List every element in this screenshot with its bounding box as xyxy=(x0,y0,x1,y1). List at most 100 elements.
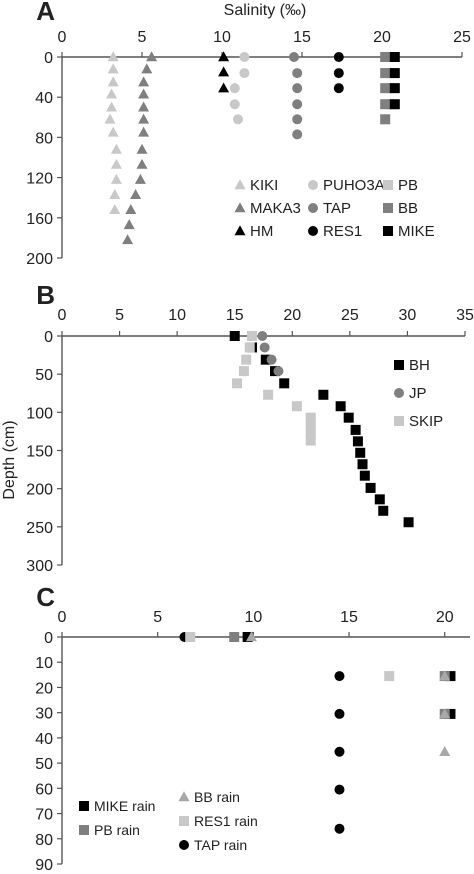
data-point xyxy=(439,670,451,681)
x-tick-label: 35 xyxy=(456,307,474,324)
y-tick-label: 0 xyxy=(44,630,53,647)
y-tick-label: 200 xyxy=(26,482,53,499)
data-point xyxy=(350,424,361,435)
panel-letter: A xyxy=(36,0,55,26)
legend-marker xyxy=(394,416,404,426)
x-tick-label: 15 xyxy=(293,29,311,46)
data-point xyxy=(110,158,122,169)
x-tick-label: 20 xyxy=(373,29,391,46)
legend-label: BB rain xyxy=(194,789,240,805)
data-point xyxy=(239,68,250,79)
data-point xyxy=(389,52,400,62)
data-point xyxy=(292,68,303,79)
data-point xyxy=(185,632,196,642)
data-point xyxy=(107,76,119,87)
y-tick-label: 30 xyxy=(35,706,53,723)
legend-marker xyxy=(178,791,190,802)
data-point xyxy=(445,708,456,719)
data-point xyxy=(380,68,391,79)
data-point xyxy=(107,63,119,74)
x-tick-label: 20 xyxy=(283,307,301,324)
data-point xyxy=(292,129,303,140)
legend-marker xyxy=(308,180,318,190)
data-point xyxy=(439,746,451,757)
legend-label: HM xyxy=(250,223,273,240)
y-tick-label: 60 xyxy=(35,781,53,798)
data-point xyxy=(355,447,366,458)
data-point xyxy=(241,354,252,365)
data-point xyxy=(245,631,257,642)
legend-marker xyxy=(79,825,89,835)
legend-marker xyxy=(234,179,246,190)
series-mike xyxy=(389,52,400,110)
data-point xyxy=(107,51,119,62)
data-point xyxy=(266,354,277,365)
series-bh xyxy=(229,331,414,528)
data-point xyxy=(380,114,391,125)
data-point xyxy=(359,470,370,481)
data-point xyxy=(389,68,400,79)
data-point xyxy=(318,389,329,400)
y-tick-label: 160 xyxy=(26,211,53,228)
legend: KIKI MAKA3 HM PUHO3A TAP RES1 PB BB MIKE xyxy=(234,177,435,240)
data-point xyxy=(138,76,150,87)
legend-label: BH xyxy=(409,357,430,374)
data-point xyxy=(335,401,346,412)
series-tap xyxy=(289,52,303,140)
data-point xyxy=(110,143,122,154)
data-point xyxy=(263,389,274,400)
data-point xyxy=(257,331,268,341)
legend-marker xyxy=(234,202,246,213)
data-point xyxy=(334,708,345,719)
series-jp xyxy=(257,331,284,377)
data-point xyxy=(389,83,400,94)
y-tick-label: 40 xyxy=(35,90,53,107)
data-point xyxy=(136,143,148,154)
data-point xyxy=(107,126,119,137)
legend: BH JP SKIP xyxy=(394,357,443,430)
x-tick-label: 25 xyxy=(341,307,359,324)
data-point xyxy=(122,234,134,245)
y-tick-label: 250 xyxy=(26,520,53,537)
data-point xyxy=(218,51,230,62)
legend-label: KIKI xyxy=(250,177,278,194)
y-tick-label: 70 xyxy=(35,807,53,824)
data-point xyxy=(403,517,414,528)
data-point xyxy=(357,459,368,470)
data-point xyxy=(305,435,316,446)
data-point xyxy=(218,66,230,77)
y-tick-label: 0 xyxy=(44,329,53,346)
data-point xyxy=(130,188,142,199)
legend-label: PUHO3A xyxy=(323,177,385,194)
data-point xyxy=(334,823,345,834)
data-point xyxy=(279,378,290,389)
x-tick-label: 10 xyxy=(244,609,262,626)
data-point xyxy=(378,505,389,516)
y-tick-label: 80 xyxy=(35,832,53,849)
legend-label: MIKE xyxy=(398,223,435,240)
data-point xyxy=(365,482,376,493)
data-point xyxy=(352,436,363,447)
data-point xyxy=(106,101,118,112)
y-tick-label: 100 xyxy=(26,405,53,422)
data-point xyxy=(232,378,243,389)
x-tick-label: 0 xyxy=(58,29,67,46)
data-point xyxy=(292,99,303,110)
data-point xyxy=(146,51,158,62)
series-bb-rain xyxy=(245,631,451,757)
data-point xyxy=(305,420,316,431)
data-point xyxy=(138,113,150,124)
y-tick-label: 20 xyxy=(35,680,53,697)
data-point xyxy=(218,82,230,93)
legend-marker xyxy=(179,816,189,826)
legend-label: PB rain xyxy=(94,822,140,838)
legend-label: TAP xyxy=(323,200,351,217)
data-point xyxy=(239,52,250,62)
data-point xyxy=(380,99,391,110)
data-point xyxy=(123,219,135,230)
y-tick-label: 40 xyxy=(35,731,53,748)
x-tick-label: 5 xyxy=(138,29,147,46)
